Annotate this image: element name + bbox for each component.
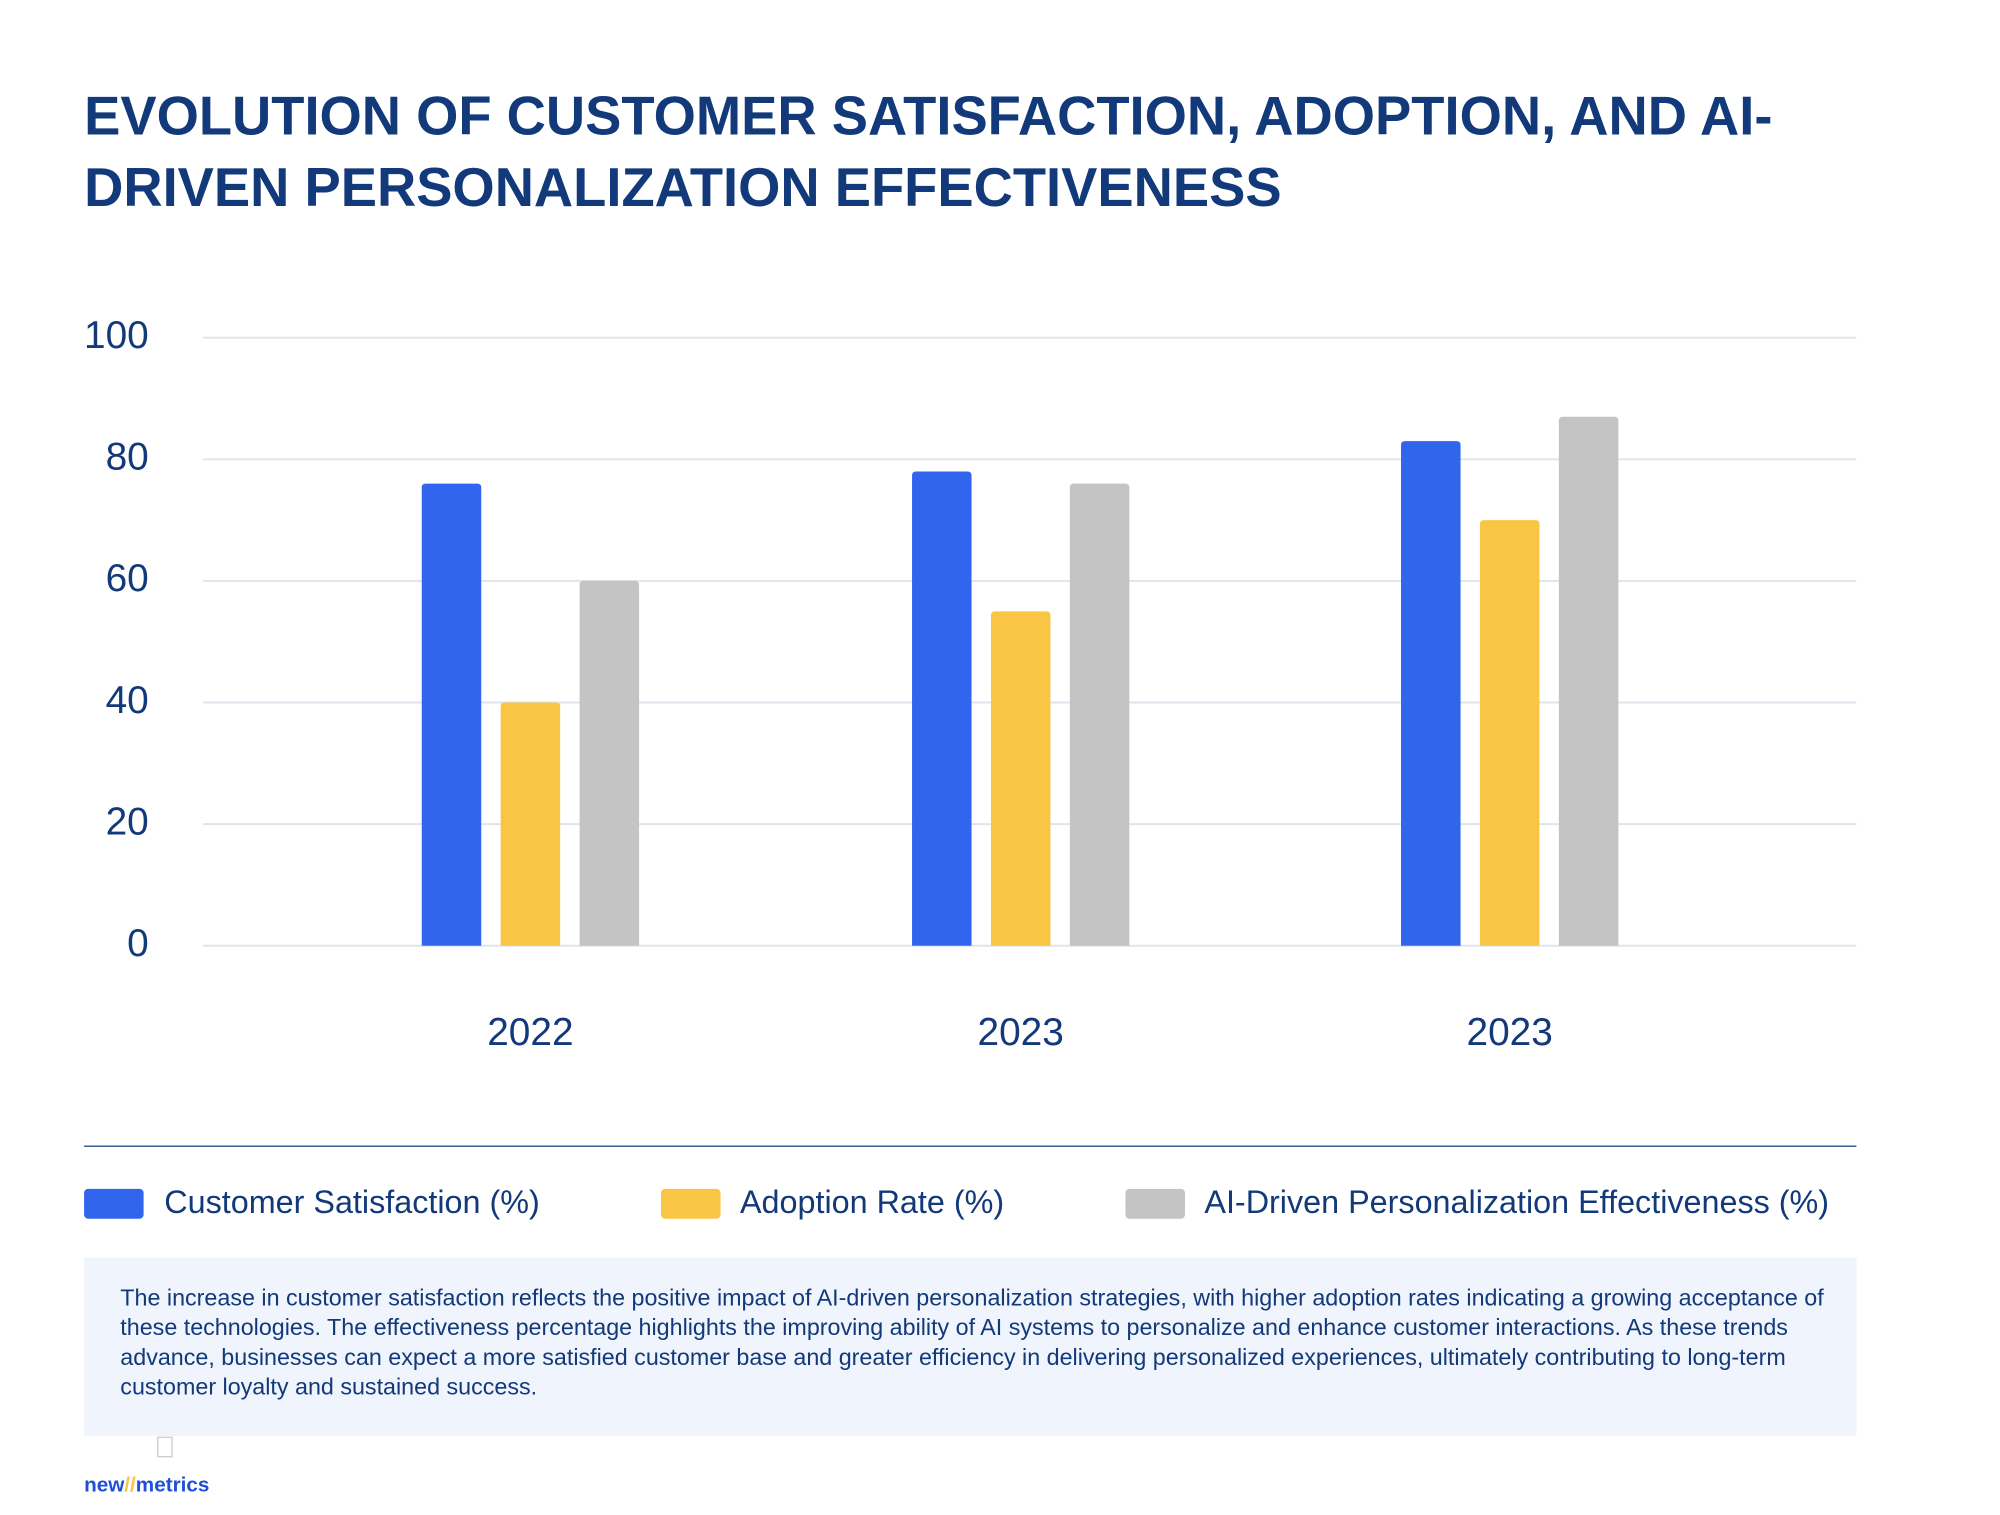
placeholder-icon: [157, 1436, 173, 1458]
note: The increase in customer satisfaction re…: [120, 1284, 1824, 1400]
x-tick-label: 2023: [978, 1011, 1064, 1054]
y-tick-label: 80: [106, 436, 149, 479]
bar: [421, 483, 482, 946]
brand-left: new: [84, 1474, 125, 1497]
legend-label: AI-Driven Personalization Effectiveness …: [1204, 1184, 1829, 1220]
y-tick-label: 20: [106, 800, 149, 843]
brand-sep: //: [124, 1474, 136, 1497]
chart-title: EVOLUTION OF CUSTOMER SATISFACTION, ADOP…: [84, 85, 1773, 218]
bar: [500, 702, 561, 946]
note-wrap: The increase in customer satisfaction re…: [120, 1284, 1824, 1400]
legend-label: Customer Satisfaction (%): [164, 1184, 539, 1220]
bar: [1401, 441, 1461, 946]
y-tick-label: 100: [84, 314, 149, 357]
y-tick-label: 60: [106, 557, 149, 600]
brand-right: metrics: [136, 1474, 210, 1497]
legend-swatch: [84, 1188, 144, 1219]
y-tick-label: 40: [106, 679, 149, 722]
legend-label: Adoption Rate (%): [740, 1184, 1004, 1220]
bar: [579, 580, 640, 946]
legend-swatch: [661, 1188, 721, 1219]
legend-swatch: [1125, 1188, 1185, 1219]
x-tick-label: 2022: [487, 1011, 573, 1054]
bar: [1558, 416, 1619, 946]
y-tick-label: 0: [127, 922, 149, 965]
bar: [990, 611, 1051, 946]
brand: new//metrics: [84, 1474, 209, 1497]
bar: [1479, 520, 1540, 946]
bar: [1069, 483, 1130, 946]
title-box: EVOLUTION OF CUSTOMER SATISFACTION, ADOP…: [84, 85, 1773, 218]
bar: [912, 471, 972, 946]
x-tick-label: 2023: [1467, 1011, 1553, 1054]
note-box: [84, 1257, 1857, 1437]
